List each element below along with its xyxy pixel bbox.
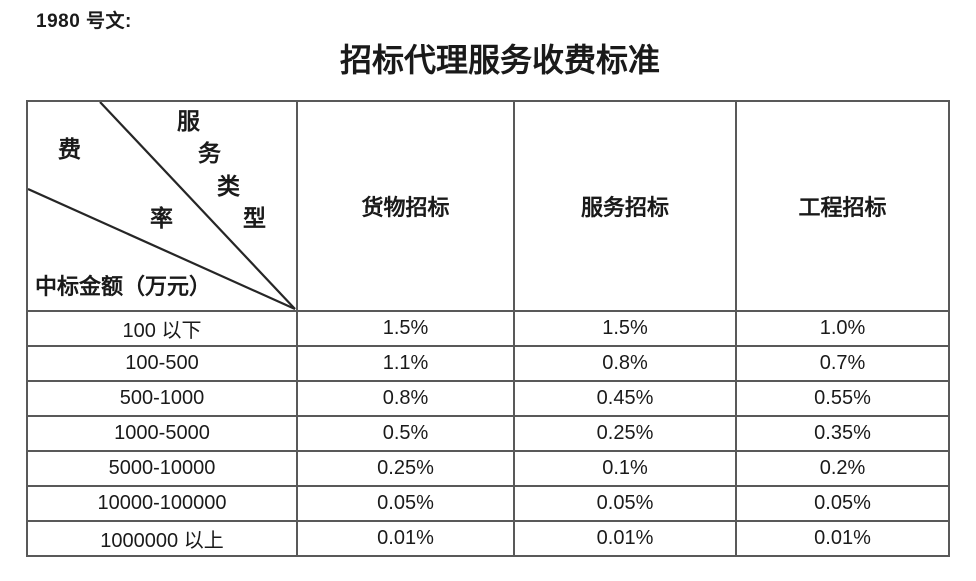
engineering-rate-cell: 0.7% bbox=[819, 352, 866, 374]
service-rate-cell: 0.05% bbox=[515, 487, 737, 520]
table-row: 500-1000 0.8% 0.45% 0.55% bbox=[28, 382, 948, 417]
goods-rate-cell: 0.5% bbox=[298, 417, 515, 450]
table-row: 1000-5000 0.5% 0.25% 0.35% bbox=[28, 417, 948, 452]
column-header-goods: 货物招标 bbox=[298, 102, 515, 310]
doc-number-label: 1980 号文: bbox=[36, 11, 132, 32]
col-axis-char-3: 类 bbox=[217, 174, 240, 199]
engineering-rate-cell: 0.01% bbox=[814, 527, 871, 549]
engineering-rate-cell: 1.0% bbox=[819, 317, 866, 339]
service-rate-cell: 0.01% bbox=[515, 522, 737, 555]
amount-range-cell: 100-500 bbox=[28, 347, 298, 380]
service-rate-cell: 0.45% bbox=[515, 382, 737, 415]
col-axis-char-1: 服 bbox=[177, 109, 200, 134]
goods-rate-cell: 1.1% bbox=[298, 347, 515, 380]
service-rate-cell: 0.1% bbox=[515, 452, 737, 485]
goods-rate-cell: 0.01% bbox=[298, 522, 515, 555]
diagonal-header-cell: 服 务 类 型 费 率 中标金额（万元） bbox=[28, 102, 298, 310]
table-header-row: 服 务 类 型 费 率 中标金额（万元） 货物招标 服务招标 工程招标 bbox=[28, 102, 948, 312]
goods-rate-cell: 0.8% bbox=[298, 382, 515, 415]
table-row: 100 以下 1.5% 1.5% 1.0% bbox=[28, 312, 948, 347]
service-rate-cell: 0.25% bbox=[515, 417, 737, 450]
table-row: 10000-100000 0.05% 0.05% 0.05% bbox=[28, 487, 948, 522]
table-row: 1000000 以上 0.01% 0.01% 0.01% bbox=[28, 522, 948, 555]
page-title: 招标代理服务收费标准 bbox=[339, 42, 660, 78]
engineering-rate-cell: 0.05% bbox=[814, 492, 871, 514]
service-rate-cell: 1.5% bbox=[515, 312, 737, 345]
amount-range-cell: 5000-10000 bbox=[28, 452, 298, 485]
col-axis-char-2: 务 bbox=[198, 141, 221, 166]
fee-standard-table: 服 务 类 型 费 率 中标金额（万元） 货物招标 服务招标 工程招标 100 … bbox=[26, 100, 950, 557]
table-row: 100-500 1.1% 0.8% 0.7% bbox=[28, 347, 948, 382]
fee-axis-char-2: 率 bbox=[150, 206, 173, 231]
engineering-rate-cell: 0.35% bbox=[814, 422, 871, 444]
goods-rate-cell: 0.05% bbox=[298, 487, 515, 520]
column-header-service: 服务招标 bbox=[515, 102, 737, 310]
amount-range-cell: 1000000 以上 bbox=[28, 522, 298, 555]
amount-range-cell: 10000-100000 bbox=[28, 487, 298, 520]
amount-range-cell: 100 以下 bbox=[28, 312, 298, 345]
row-axis-label: 中标金额（万元） bbox=[35, 274, 212, 299]
col-axis-char-4: 型 bbox=[243, 206, 266, 231]
amount-range-cell: 500-1000 bbox=[28, 382, 298, 415]
diagonal-split-lines bbox=[28, 102, 296, 310]
engineering-rate-cell: 0.2% bbox=[819, 457, 866, 479]
table-row: 5000-10000 0.25% 0.1% 0.2% bbox=[28, 452, 948, 487]
goods-rate-cell: 1.5% bbox=[298, 312, 515, 345]
amount-range-cell: 1000-5000 bbox=[28, 417, 298, 450]
service-rate-cell: 0.8% bbox=[515, 347, 737, 380]
column-header-engineering: 工程招标 bbox=[798, 195, 887, 220]
goods-rate-cell: 0.25% bbox=[298, 452, 515, 485]
engineering-rate-cell: 0.55% bbox=[814, 387, 871, 409]
fee-axis-char-1: 费 bbox=[58, 137, 81, 162]
